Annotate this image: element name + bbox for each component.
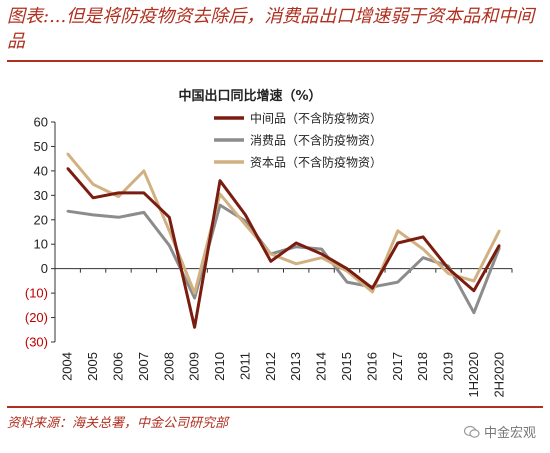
x-tick-label: 2018 xyxy=(415,352,430,381)
x-tick-label: 2017 xyxy=(390,352,405,381)
data-point xyxy=(396,280,399,284)
data-point xyxy=(66,152,69,155)
y-tick-label: 20 xyxy=(34,212,48,227)
figure-title: 图表:...但是将防疫物资去除后，消费品出口增速弱于资本品和中间品 xyxy=(7,6,535,52)
data-point xyxy=(117,191,120,195)
data-point xyxy=(371,290,374,294)
legend: 中间品（不含防疫物资） 消费品（不含防疫物资） 资本品（不含防疫物资） xyxy=(214,111,382,170)
watermark: 中金宏观 xyxy=(463,422,536,441)
data-point xyxy=(472,289,476,292)
y-tick-label: 10 xyxy=(34,237,48,252)
data-point xyxy=(396,241,399,245)
y-tick-label: 0 xyxy=(41,261,48,276)
data-point xyxy=(91,183,95,186)
x-tick-label: 2015 xyxy=(339,352,354,381)
data-point xyxy=(142,169,146,173)
x-tick-label: 2014 xyxy=(314,352,329,381)
data-point xyxy=(168,229,171,232)
data-point xyxy=(193,326,196,329)
data-point xyxy=(66,210,69,213)
series-line-2 xyxy=(66,152,501,295)
y-tick-label: 40 xyxy=(34,163,48,178)
y-tick-label: 50 xyxy=(34,139,48,154)
data-point xyxy=(117,195,120,198)
data-point xyxy=(168,244,171,247)
data-point xyxy=(371,287,374,290)
x-tick-label: 2012 xyxy=(263,352,278,381)
x-tick-label: 2013 xyxy=(288,352,303,381)
data-point xyxy=(294,245,298,248)
data-point xyxy=(91,196,95,199)
source-note: 资料来源：海关总署，中金公司研究部 xyxy=(7,416,229,431)
data-point xyxy=(294,262,298,265)
y-tick-label: (20) xyxy=(25,310,48,325)
data-point xyxy=(142,191,146,195)
data-point xyxy=(320,252,323,256)
chart-title: 中国出口同比增速（%） xyxy=(178,88,321,104)
y-tick-label: (10) xyxy=(25,286,48,301)
data-point xyxy=(218,192,222,196)
watermark-text: 中金宏观 xyxy=(483,426,536,441)
data-point xyxy=(345,280,349,284)
x-tick-label: 2019 xyxy=(441,352,456,381)
wechat-icon xyxy=(463,425,480,438)
x-tick-label: 1H2020 xyxy=(466,352,481,398)
data-point xyxy=(142,211,146,214)
data-point xyxy=(244,213,247,217)
x-tick-label: 2H2020 xyxy=(491,352,506,398)
data-point xyxy=(396,229,399,232)
line-chart: 中国出口同比增速（%） 6050403020100(10)(20)(30)200… xyxy=(25,88,513,398)
y-tick-label: 30 xyxy=(34,188,48,203)
top-divider xyxy=(7,60,543,62)
data-point xyxy=(498,244,501,247)
data-point xyxy=(498,229,501,232)
legend-label: 资本品（不含防疫物资） xyxy=(250,155,382,170)
data-point xyxy=(320,247,323,251)
data-point xyxy=(421,247,425,251)
data-point xyxy=(193,291,196,295)
x-tick-label: 2009 xyxy=(187,352,202,381)
data-point xyxy=(269,252,273,256)
x-tick-label: 2010 xyxy=(212,352,227,381)
legend-label: 消费品（不含防疫物资） xyxy=(250,133,382,148)
data-point xyxy=(66,167,69,170)
data-point xyxy=(244,219,247,223)
series-layer xyxy=(66,152,501,329)
data-point xyxy=(447,267,450,270)
x-tick-label: 2011 xyxy=(237,352,252,380)
data-point xyxy=(421,235,425,239)
data-point xyxy=(117,216,120,219)
y-tick-label: (30) xyxy=(25,335,48,350)
x-tick-label: 2005 xyxy=(85,352,100,381)
x-tick-label: 2006 xyxy=(110,352,125,381)
x-tick-label: 2008 xyxy=(161,352,176,381)
data-point xyxy=(294,241,298,245)
data-point xyxy=(244,223,247,226)
data-point xyxy=(218,179,222,182)
data-point xyxy=(320,256,323,259)
y-tick-label: 60 xyxy=(34,115,48,130)
data-point xyxy=(472,279,476,283)
legend-label: 中间品（不含防疫物资） xyxy=(250,111,382,126)
bottom-divider xyxy=(7,406,543,408)
data-point xyxy=(472,311,476,314)
series-line-0 xyxy=(66,167,501,329)
data-point xyxy=(91,213,95,217)
data-point xyxy=(193,296,196,300)
data-point xyxy=(447,272,450,275)
data-point xyxy=(345,267,349,270)
data-point xyxy=(421,256,425,259)
x-tick-label: 2004 xyxy=(60,352,75,381)
data-point xyxy=(168,216,171,219)
data-point xyxy=(269,260,273,263)
data-point xyxy=(218,203,222,207)
x-tick-label: 2007 xyxy=(136,352,151,381)
x-tick-label: 2016 xyxy=(364,352,379,381)
